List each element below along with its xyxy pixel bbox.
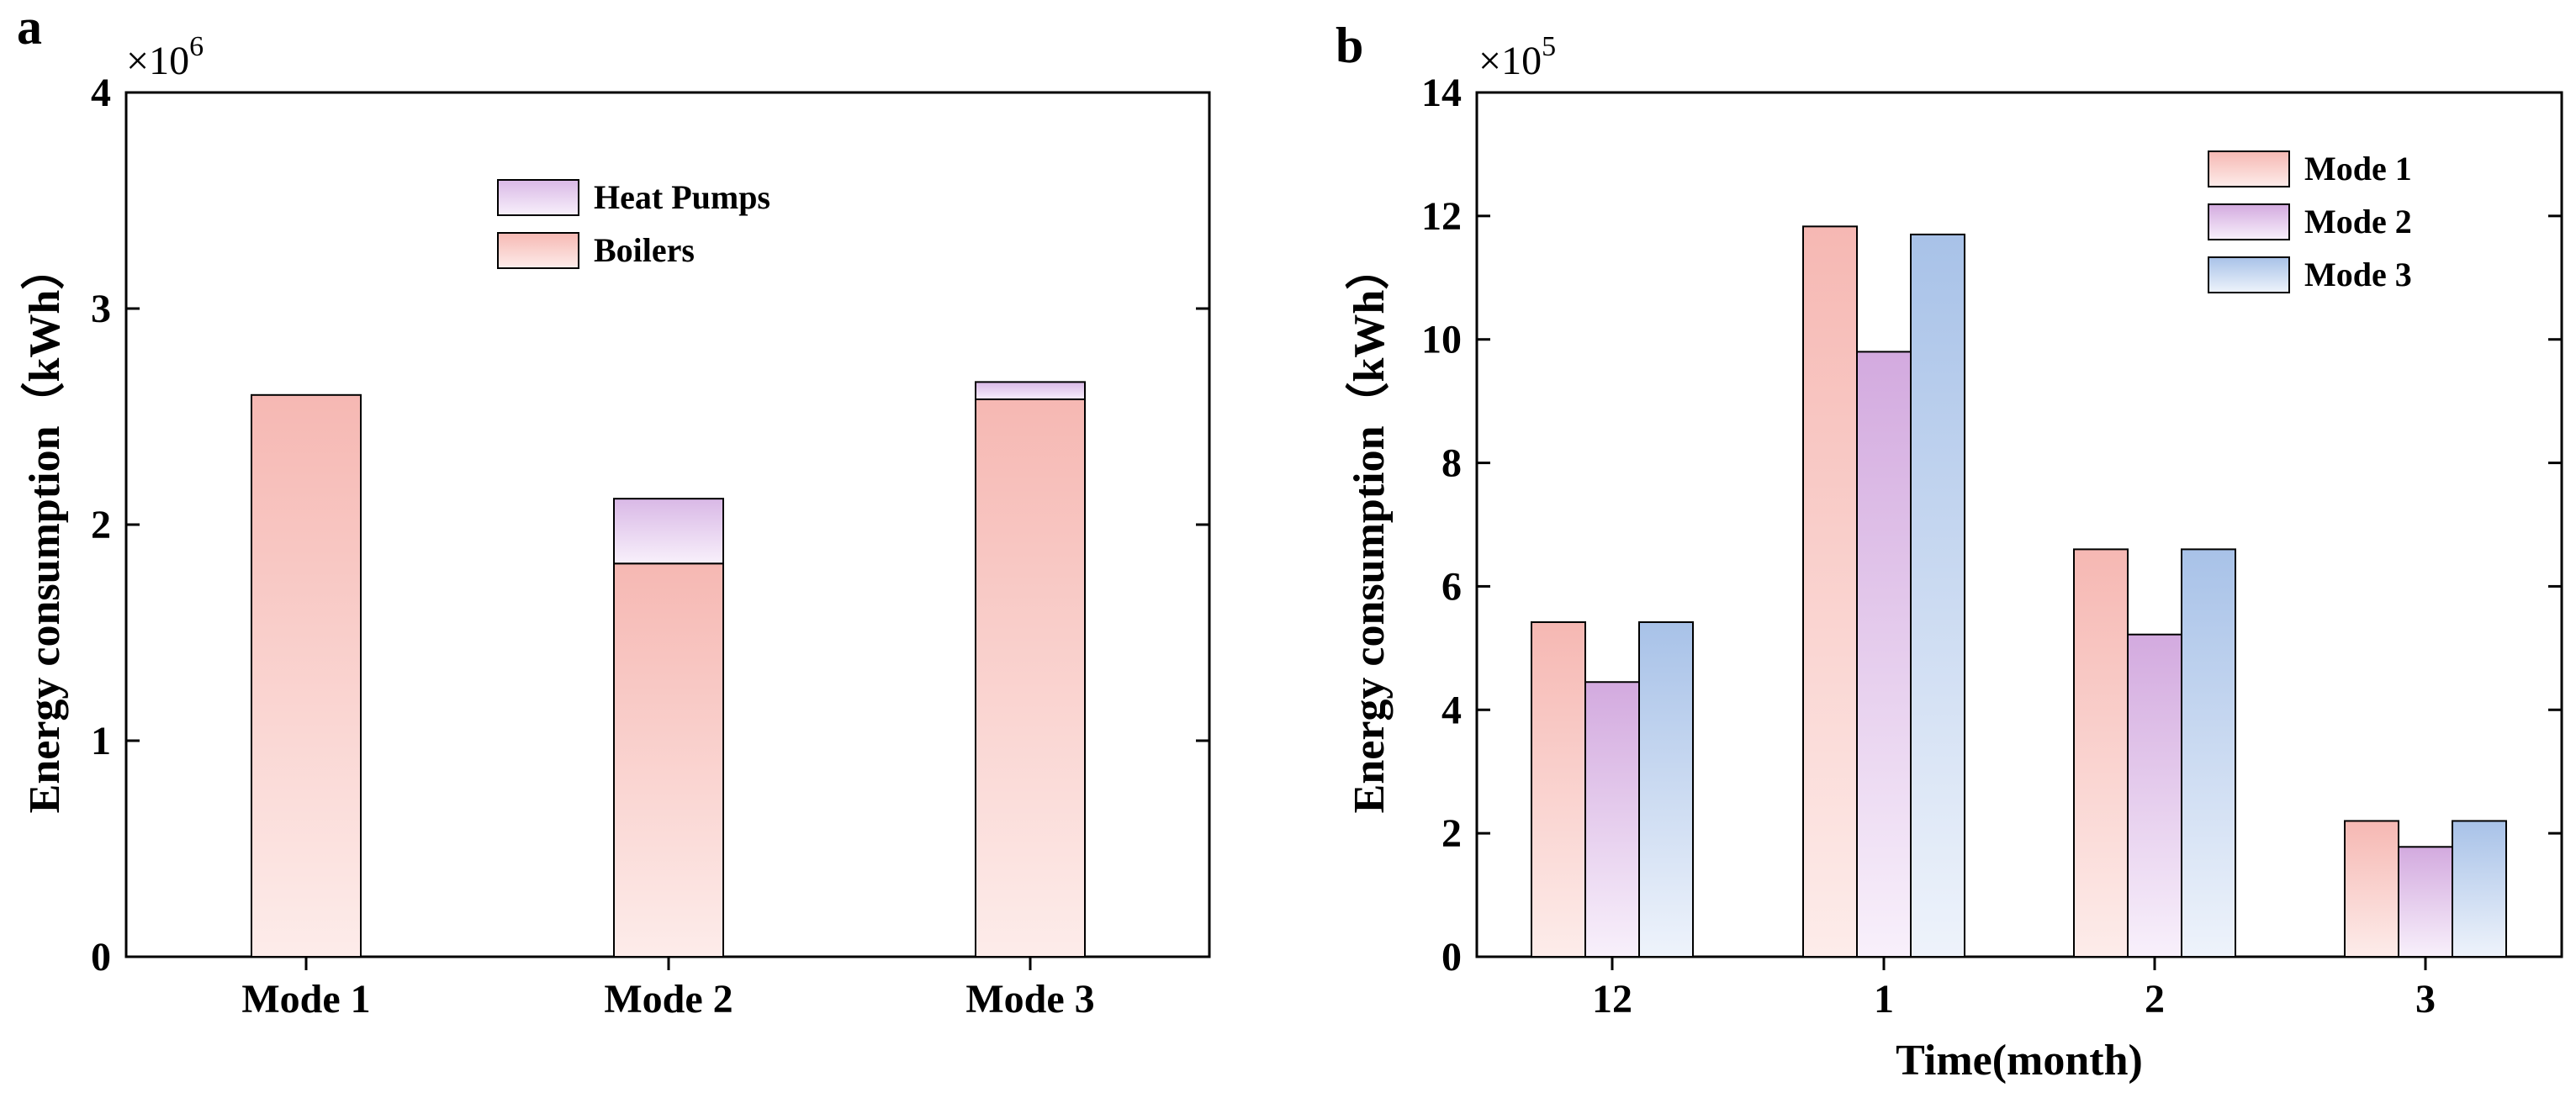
x-tick-label: 1 (1874, 977, 1894, 1021)
panel-b-x-axis-title: Time(month) (1896, 1037, 2143, 1085)
bar-mode-3 (2181, 548, 2236, 958)
legend-swatch (497, 179, 579, 216)
y-tick-label: 10 (1421, 318, 1462, 362)
legend-label: Boilers (594, 231, 695, 269)
panel-a-scale-exponent: 6 (189, 31, 204, 62)
x-tick-label: 12 (1592, 977, 1632, 1021)
x-tick-label: 3 (2415, 977, 2436, 1021)
panel-a-scale-base: ×10 (126, 39, 189, 83)
panel-a-y-ticks: 0 1 2 3 4 (91, 71, 1209, 979)
y-tick-label: 6 (1441, 564, 1462, 609)
x-tick-label: Mode 2 (604, 977, 733, 1021)
bar-boilers (251, 393, 362, 958)
panel-b-scale-exponent: 5 (1542, 31, 1556, 62)
panel-a-legend: Heat Pumps Boilers (497, 178, 770, 269)
y-tick-label: 0 (1441, 935, 1462, 979)
x-tick-label: 2 (2145, 977, 2165, 1021)
legend-swatch (497, 232, 579, 269)
y-tick-label: 14 (1421, 71, 1462, 115)
bar-mode-3 (1910, 233, 1965, 958)
panel-b-scale-label: ×105 (1478, 31, 1556, 83)
bar-mode-1 (2073, 548, 2129, 958)
bar-heat-pumps (975, 381, 1086, 400)
y-tick-label: 12 (1421, 194, 1462, 239)
y-tick-label: 2 (91, 503, 111, 547)
y-tick-label: 2 (1441, 811, 1462, 856)
legend-label: Mode 1 (2304, 150, 2412, 187)
bar-boilers (613, 562, 724, 958)
bar-heat-pumps (613, 498, 724, 565)
bar-mode-2 (2127, 633, 2182, 958)
y-tick-label: 8 (1441, 441, 1462, 486)
panel-a-label: a (17, 0, 42, 55)
panel-a-x-tick-labels: Mode 1 Mode 2 Mode 3 (241, 957, 1095, 1021)
bar-boilers (975, 398, 1086, 958)
bar-mode-1 (2344, 820, 2399, 958)
panel-a-y-axis-title: Energy consumption（kWh） (20, 246, 69, 814)
legend-label: Heat Pumps (594, 178, 770, 216)
legend-swatch (2208, 203, 2290, 240)
panel-b-legend: Mode 1 Mode 2 Mode 3 (2208, 150, 2412, 293)
bar-mode-3 (1638, 621, 1694, 958)
bar-mode-2 (1856, 351, 1912, 958)
panel-a-scale-label: ×106 (126, 31, 204, 83)
panel-a-chart: a ×106 Energy consumption（kWh） 0 1 2 3 4 Mod… (17, 0, 1211, 1021)
y-tick-label: 1 (91, 719, 111, 763)
panel-b-scale-base: ×10 (1478, 39, 1542, 83)
panel-b-y-ticks: 0 2 4 6 8 10 12 14 (1421, 71, 2562, 979)
bar-mode-2 (1584, 681, 1640, 958)
y-tick-label: 4 (91, 71, 111, 115)
legend-swatch (2208, 150, 2290, 187)
legend-swatch (2208, 256, 2290, 293)
panel-b-y-axis-title: Energy consumption（kWh） (1345, 246, 1394, 814)
panel-b-bars (1531, 225, 2507, 958)
panel-b-plot-frame (1475, 91, 2563, 958)
bar-mode-1 (1531, 621, 1586, 958)
panel-b-chart: b ×105 Energy consumption（kWh） 024681012… (1336, 18, 2563, 1085)
x-tick-label: Mode 1 (241, 977, 370, 1021)
panel-a-bars (251, 381, 1086, 958)
legend-label: Mode 2 (2304, 203, 2412, 240)
panel-b-label: b (1336, 18, 1363, 73)
panel-b-x-tick-labels: 12 1 2 3 (1592, 957, 2436, 1021)
y-tick-label: 0 (91, 935, 111, 979)
bar-mode-2 (2398, 846, 2453, 958)
y-tick-label: 4 (1441, 688, 1462, 732)
y-tick-label: 3 (91, 287, 111, 331)
x-tick-label: Mode 3 (965, 977, 1094, 1021)
bar-mode-1 (1802, 225, 1858, 958)
legend-label: Mode 3 (2304, 256, 2412, 293)
bar-mode-3 (2452, 820, 2507, 958)
